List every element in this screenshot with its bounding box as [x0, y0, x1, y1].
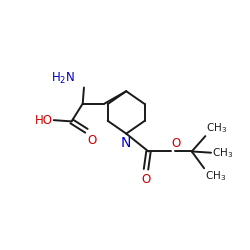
Text: H$_2$N: H$_2$N: [51, 70, 75, 86]
Text: N: N: [121, 136, 132, 150]
Text: CH$_3$: CH$_3$: [212, 146, 233, 160]
Text: CH$_3$: CH$_3$: [205, 169, 226, 183]
Text: HO: HO: [35, 114, 53, 127]
Text: O: O: [87, 134, 96, 147]
Text: O: O: [171, 137, 180, 150]
Text: CH$_3$: CH$_3$: [206, 121, 228, 135]
Text: O: O: [142, 173, 151, 186]
